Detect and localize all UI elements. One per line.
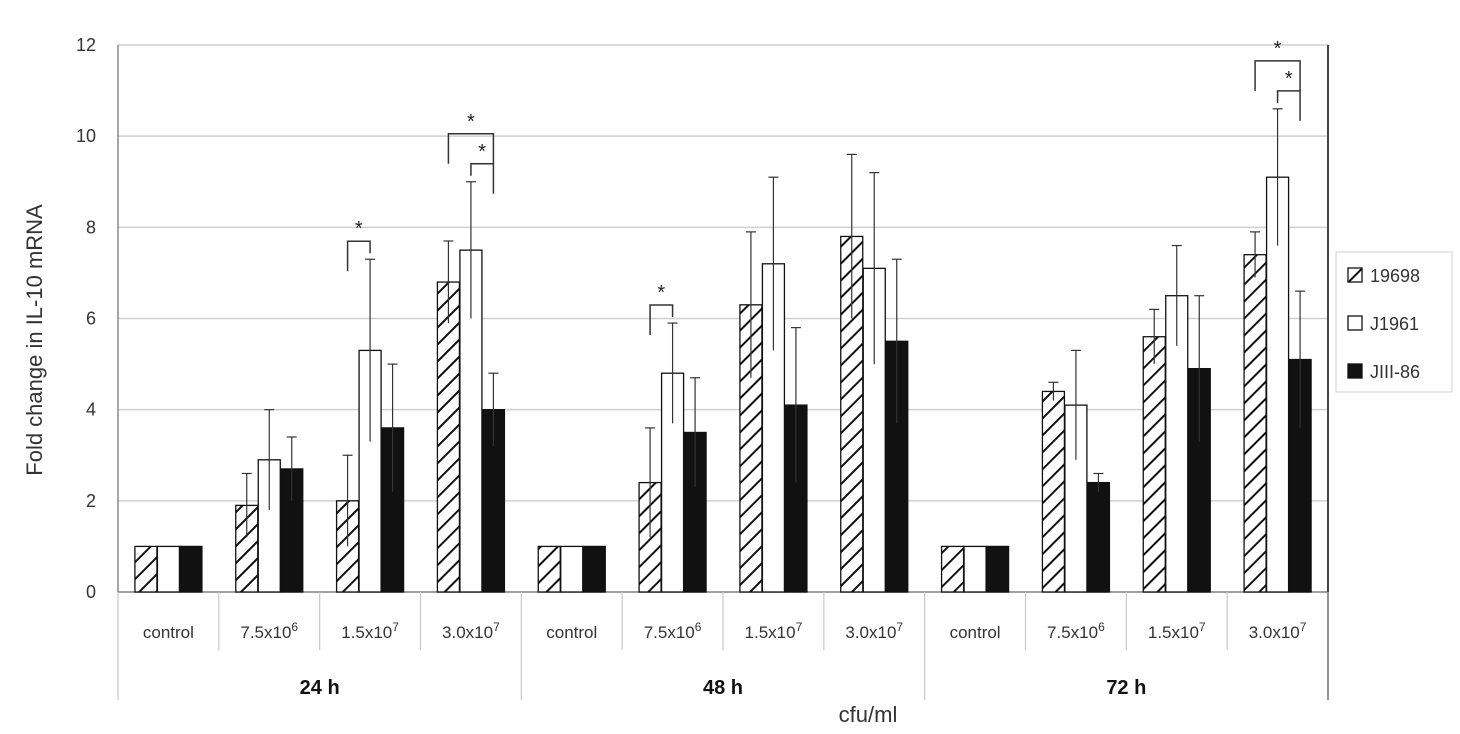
y-tick-label: 6 [86, 309, 96, 329]
group-label: 72 h [1106, 677, 1146, 699]
bar-hatched [436, 281, 461, 593]
axis-labels: Fold change in IL-10 mRNA cfu/ml control… [22, 204, 1307, 727]
legend-label: 19698 [1370, 266, 1420, 286]
bar-solid [1086, 481, 1111, 593]
bar-solid [985, 545, 1010, 593]
y-axis-title: Fold change in IL-10 mRNA [22, 204, 47, 476]
category-label: 1.5x107 [341, 620, 399, 642]
bar-open [963, 545, 987, 593]
category-label: control [950, 623, 1001, 642]
legend-swatch [1347, 267, 1363, 283]
group-label: 24 h [300, 677, 340, 699]
category-label: 7.5x106 [1047, 620, 1105, 642]
legend: 19698 J1961 JIII-86 [1335, 251, 1453, 393]
significance-star: * [355, 218, 363, 240]
gridlines [118, 44, 1328, 593]
legend-swatch [1347, 363, 1363, 379]
significance-bracket [1276, 90, 1301, 121]
bar-hatched [940, 545, 965, 593]
significance-star: * [1285, 68, 1293, 90]
category-label: control [143, 623, 194, 642]
category-label: control [546, 623, 597, 642]
bar-open [560, 545, 584, 593]
category-label: 7.5x106 [644, 620, 702, 642]
significance-bracket [346, 240, 371, 272]
bar-hatched [1041, 390, 1066, 593]
y-tick-label: 0 [86, 582, 96, 602]
bar-solid [179, 545, 203, 593]
bar-hatched [537, 545, 561, 593]
bar-open [156, 545, 181, 593]
category-label: 1.5x107 [1148, 620, 1206, 642]
significance-bracket [447, 133, 495, 164]
legend-label: J1961 [1370, 314, 1419, 334]
group-label: 48 h [703, 677, 743, 699]
error-bars [241, 108, 1306, 547]
y-tick-label: 4 [86, 400, 96, 420]
bars [134, 176, 1312, 593]
significance-brackets: ****** [346, 38, 1301, 336]
significance-star: * [478, 141, 486, 163]
y-tick-label: 10 [76, 126, 96, 146]
category-label: 7.5x106 [240, 620, 298, 642]
significance-star: * [467, 111, 475, 133]
bar-hatched [1243, 254, 1267, 593]
legend-label: JIII-86 [1370, 362, 1420, 382]
category-label: 1.5x107 [745, 620, 803, 642]
category-label: 3.0x107 [1249, 620, 1307, 642]
y-tick-label: 12 [76, 35, 96, 55]
axes: 0 2 4 6 8 10 12 [76, 35, 1329, 700]
significance-star: * [1274, 38, 1282, 60]
bar-solid [582, 545, 606, 593]
y-tick-label: 8 [86, 217, 96, 237]
bar-hatched [134, 545, 158, 593]
x-axis-title: cfu/ml [839, 702, 898, 727]
significance-bracket [470, 163, 495, 194]
significance-star: * [657, 282, 665, 304]
legend-swatch [1347, 315, 1363, 331]
category-label: 3.0x107 [845, 620, 903, 642]
y-tick-label: 2 [86, 491, 96, 511]
category-label: 3.0x107 [442, 620, 500, 642]
significance-bracket [649, 304, 674, 336]
bar-hatched [1142, 336, 1166, 593]
significance-bracket [1254, 60, 1301, 91]
